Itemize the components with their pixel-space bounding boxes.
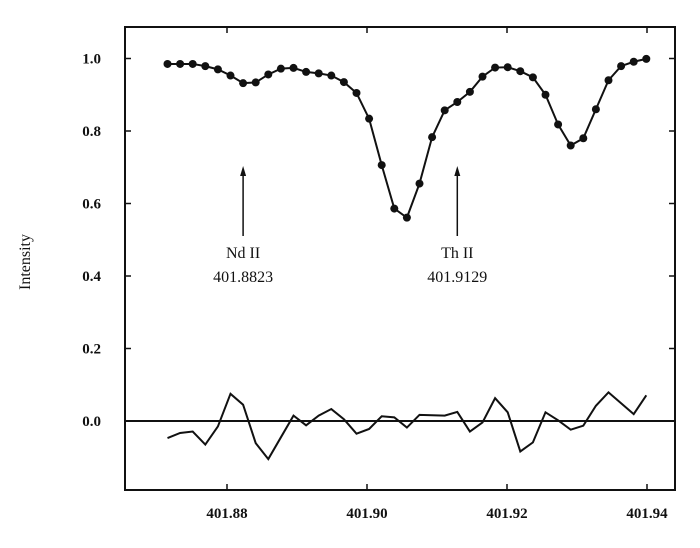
annotation-wavelength: 401.8823 xyxy=(213,269,273,286)
data-point xyxy=(264,70,273,79)
data-point xyxy=(390,204,399,213)
y-tick-label: 0.0 xyxy=(82,414,101,430)
x-tick-label: 401.92 xyxy=(486,506,527,522)
data-point xyxy=(617,62,626,71)
y-axis-label: Intensity xyxy=(17,234,34,290)
data-point xyxy=(478,72,487,81)
data-point xyxy=(352,88,361,97)
data-point xyxy=(339,78,348,87)
data-point xyxy=(289,63,298,72)
annotation-label: Th II xyxy=(441,245,473,262)
data-point xyxy=(314,69,323,78)
data-point xyxy=(465,87,474,96)
data-point xyxy=(503,63,512,72)
x-axis: 401.88 401.90 401.92 401.94 xyxy=(206,27,668,522)
y-tick-label: 0.8 xyxy=(82,124,101,140)
data-point xyxy=(428,133,437,142)
y-tick-label: 0.2 xyxy=(82,342,101,358)
data-point xyxy=(402,213,411,222)
y-tick-label: 0.4 xyxy=(82,269,101,285)
data-point xyxy=(188,59,197,68)
data-point xyxy=(516,67,525,76)
x-tick-label: 401.88 xyxy=(206,506,247,522)
data-point xyxy=(415,179,424,188)
data-point xyxy=(591,105,600,114)
data-point xyxy=(201,62,210,71)
data-point xyxy=(440,106,449,115)
y-tick-label: 0.6 xyxy=(82,197,101,213)
data-point xyxy=(377,161,386,170)
data-point xyxy=(604,76,613,85)
data-point xyxy=(327,71,336,80)
data-point xyxy=(491,63,500,72)
x-tick-label: 401.94 xyxy=(626,506,668,522)
data-point xyxy=(239,79,248,88)
data-point xyxy=(566,141,575,150)
residual-line xyxy=(167,390,648,461)
annotation-nd-ii: Nd II 401.8823 xyxy=(213,166,273,286)
annotation-label: Nd II xyxy=(226,245,260,262)
arrow-head xyxy=(454,166,461,176)
data-point xyxy=(365,114,374,123)
x-tick-label: 401.90 xyxy=(346,506,387,522)
y-axis: 1.0 0.8 0.6 0.4 0.2 0.0 xyxy=(82,52,675,430)
data-point xyxy=(629,57,638,66)
plot-frame xyxy=(124,26,676,491)
data-point xyxy=(541,90,550,99)
data-point xyxy=(642,54,651,63)
y-tick-label: 1.0 xyxy=(82,52,101,68)
annotation-th-ii: Th II 401.9129 xyxy=(427,166,487,286)
annotation-wavelength: 401.9129 xyxy=(427,269,487,286)
arrow-head xyxy=(240,166,247,176)
data-point xyxy=(226,71,235,80)
data-point xyxy=(251,78,260,87)
data-point xyxy=(176,59,185,68)
data-point xyxy=(302,67,311,76)
data-point xyxy=(528,73,537,82)
data-point xyxy=(453,98,462,106)
data-point xyxy=(554,120,563,129)
data-point xyxy=(163,59,172,68)
intensity-markers xyxy=(163,54,651,222)
data-point xyxy=(276,64,285,73)
data-point xyxy=(579,134,588,143)
data-point xyxy=(213,65,222,74)
